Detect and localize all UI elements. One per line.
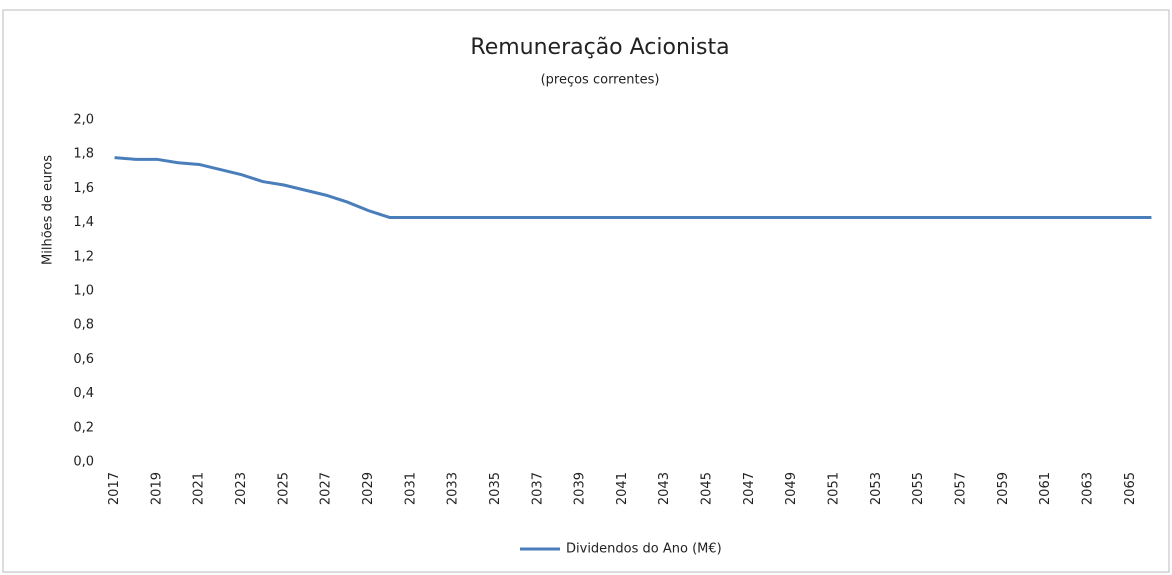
x-tick-label: 2053 [869, 472, 884, 505]
x-tick-label: 2065 [1123, 472, 1138, 505]
chart-border [2, 9, 1170, 573]
x-tick-label: 2039 [573, 472, 588, 505]
x-tick-label: 2041 [615, 472, 630, 505]
chart-title: Remuneração Acionista [470, 35, 729, 60]
y-tick-label: 0,4 [73, 386, 94, 401]
y-tick-label: 2,0 [73, 113, 94, 128]
x-tick-label: 2055 [911, 472, 926, 505]
x-tick-label: 2019 [149, 472, 164, 505]
x-tick-label: 2031 [403, 472, 418, 505]
x-tick-label: 2037 [530, 472, 545, 505]
x-tick-label: 2029 [361, 472, 376, 505]
y-tick-label: 0,6 [73, 352, 94, 367]
x-tick-label: 2021 [192, 472, 207, 505]
x-tick-label: 2027 [319, 472, 334, 505]
x-tick-label: 2047 [742, 472, 757, 505]
y-tick-label: 0,0 [73, 455, 94, 470]
x-tick-label: 2025 [276, 472, 291, 505]
x-tick-label: 2017 [107, 472, 122, 505]
x-tick-label: 2049 [784, 472, 799, 505]
x-tick-label: 2061 [1038, 472, 1053, 505]
x-tick-label: 2059 [996, 472, 1011, 505]
x-tick-label: 2023 [234, 472, 249, 505]
y-tick-label: 1,0 [73, 284, 94, 299]
y-tick-label: 1,6 [73, 181, 94, 196]
y-axis-label: Milhões de euros [41, 155, 56, 265]
y-tick-label: 1,8 [73, 147, 94, 162]
x-tick-label: 2057 [953, 472, 968, 505]
legend-label: Dividendos do Ano (M€) [566, 542, 722, 557]
x-tick-label: 2033 [446, 472, 461, 505]
y-tick-label: 0,2 [73, 420, 94, 435]
x-tick-label: 2045 [700, 472, 715, 505]
x-tick-label: 2035 [488, 472, 503, 505]
x-tick-label: 2051 [827, 472, 842, 505]
data-line [114, 156, 1152, 219]
chart-subtitle: (preços correntes) [541, 73, 660, 88]
x-tick-label: 2063 [1080, 472, 1095, 505]
y-tick-label: 1,4 [73, 215, 94, 230]
y-tick-label: 0,8 [73, 318, 94, 333]
x-tick-label: 2043 [657, 472, 672, 505]
y-tick-label: 1,2 [73, 249, 94, 264]
